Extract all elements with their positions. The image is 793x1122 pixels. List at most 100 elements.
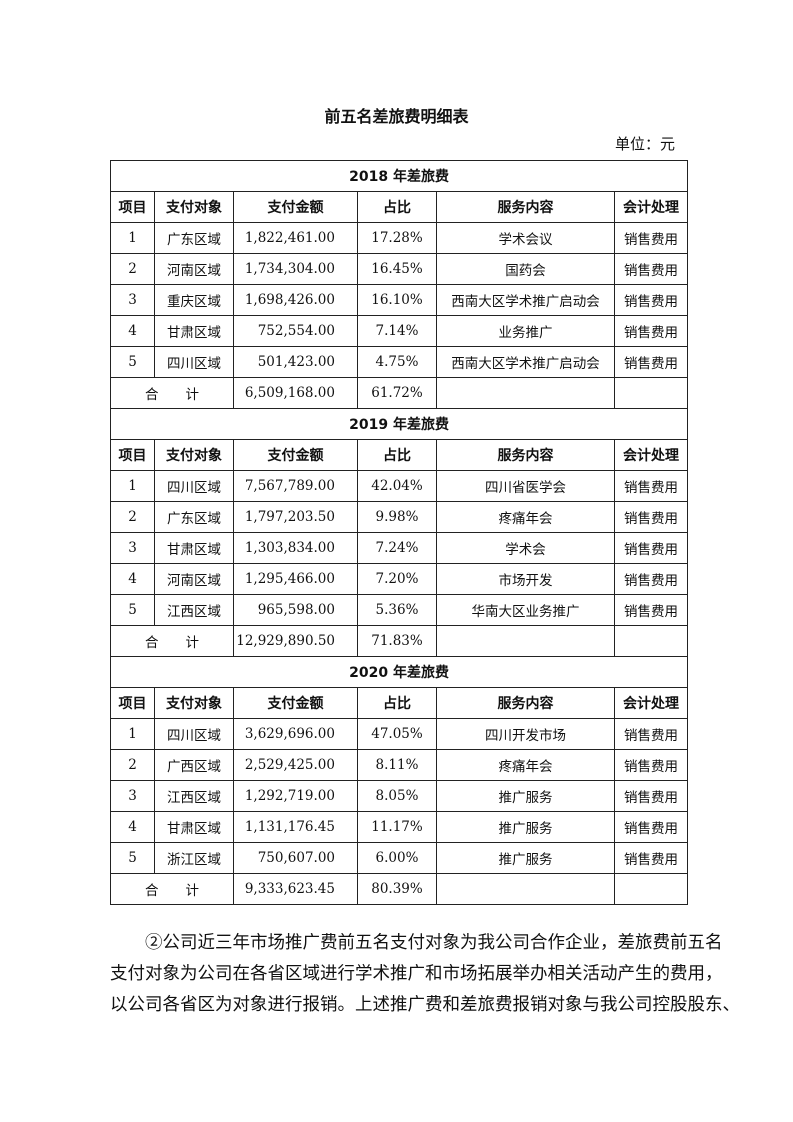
column-header-ratio: 占比 (357, 439, 437, 471)
section-title-row: 2019 年差旅费 (109, 408, 689, 440)
column-header-service: 服务内容 (436, 191, 615, 223)
amount-cell: 1,131,176.45 (233, 811, 358, 843)
table-row: 1 四川区域 3,629,696.00 47.05% 四川开发市场 销售费用 (110, 718, 689, 750)
accounting-cell: 销售费用 (613, 532, 689, 564)
total-row: 合 计 9,333,623.45 80.39% (110, 873, 689, 905)
item-no-cell: 1 (110, 470, 155, 502)
payee-cell: 浙江区域 (154, 842, 234, 874)
ratio-cell: 42.04% (357, 470, 437, 502)
accounting-cell: 销售费用 (613, 780, 689, 812)
section-title-row: 2020 年差旅费 (109, 656, 689, 688)
accounting-cell: 销售费用 (613, 594, 689, 626)
ratio-cell: 8.11% (357, 749, 437, 781)
item-no-cell: 3 (110, 284, 155, 316)
table-row: 3 甘肃区域 1,303,834.00 7.24% 学术会 销售费用 (110, 532, 689, 564)
amount-cell: 2,529,425.00 (233, 749, 358, 781)
page-title: 前五名差旅费明细表 (324, 107, 469, 126)
column-header-ratio: 占比 (357, 191, 437, 223)
section-title: 2018 年差旅费 (109, 160, 689, 192)
accounting-cell: 销售费用 (613, 253, 689, 285)
table-row: 5 浙江区域 750,607.00 6.00% 推广服务 销售费用 (110, 842, 689, 874)
ratio-cell: 47.05% (357, 718, 437, 750)
table-row: 1 四川区域 7,567,789.00 42.04% 四川省医学会 销售费用 (110, 470, 689, 502)
accounting-cell: 销售费用 (613, 315, 689, 347)
service-cell: 市场开发 (436, 563, 615, 595)
total-ratio: 80.39% (357, 873, 437, 905)
payee-cell: 甘肃区域 (154, 532, 234, 564)
payee-cell: 江西区域 (154, 780, 234, 812)
accounting-cell: 销售费用 (613, 470, 689, 502)
column-header-item-no: 项目 (110, 191, 155, 223)
table-row: 4 河南区域 1,295,466.00 7.20% 市场开发 销售费用 (110, 563, 689, 595)
accounting-cell: 销售费用 (613, 222, 689, 254)
ratio-cell: 7.24% (357, 532, 437, 564)
ratio-cell: 7.14% (357, 315, 437, 347)
column-header-service: 服务内容 (436, 687, 615, 719)
column-header-payee: 支付对象 (154, 191, 234, 223)
amount-cell: 1,292,719.00 (233, 780, 358, 812)
accounting-cell: 销售费用 (613, 749, 689, 781)
service-cell: 业务推广 (436, 315, 615, 347)
table-row: 1 广东区域 1,822,461.00 17.28% 学术会议 销售费用 (110, 222, 689, 254)
item-no-cell: 3 (110, 780, 155, 812)
ratio-cell: 16.10% (357, 284, 437, 316)
service-cell: 疼痛年会 (436, 749, 615, 781)
accounting-cell: 销售费用 (613, 563, 689, 595)
amount-cell: 1,734,304.00 (233, 253, 358, 285)
payee-cell: 甘肃区域 (154, 315, 234, 347)
column-header-accounting: 会计处理 (613, 191, 689, 223)
item-no-cell: 2 (110, 749, 155, 781)
header-row: 项目 支付对象 支付金额 占比 服务内容 会计处理 (110, 439, 689, 471)
service-cell: 四川省医学会 (436, 470, 615, 502)
service-cell: 西南大区学术推广启动会 (436, 284, 615, 316)
table-row: 2 广东区域 1,797,203.50 9.98% 疼痛年会 销售费用 (110, 501, 689, 533)
table-row: 3 江西区域 1,292,719.00 8.05% 推广服务 销售费用 (110, 780, 689, 812)
total-row: 合 计 6,509,168.00 61.72% (110, 377, 689, 409)
total-label: 合 计 (110, 625, 234, 657)
total-ratio: 71.83% (357, 625, 437, 657)
ratio-cell: 6.00% (357, 842, 437, 874)
item-no-cell: 5 (110, 346, 155, 378)
table-row: 2 河南区域 1,734,304.00 16.45% 国药会 销售费用 (110, 253, 689, 285)
item-no-cell: 5 (110, 594, 155, 626)
ratio-cell: 11.17% (357, 811, 437, 843)
item-no-cell: 5 (110, 842, 155, 874)
service-cell: 推广服务 (436, 842, 615, 874)
item-no-cell: 1 (110, 718, 155, 750)
payee-cell: 广东区域 (154, 501, 234, 533)
column-header-item-no: 项目 (110, 687, 155, 719)
payee-cell: 四川区域 (154, 718, 234, 750)
payee-cell: 江西区域 (154, 594, 234, 626)
total-amount: 12,929,890.50 (233, 625, 358, 657)
table-row: 5 江西区域 965,598.00 5.36% 华南大区业务推广 销售费用 (110, 594, 689, 626)
column-header-service: 服务内容 (436, 439, 615, 471)
amount-cell: 1,698,426.00 (233, 284, 358, 316)
table-row: 3 重庆区域 1,698,426.00 16.10% 西南大区学术推广启动会 销售费用 (110, 284, 689, 316)
item-no-cell: 4 (110, 811, 155, 843)
total-label: 合 计 (110, 873, 234, 905)
header-row: 项目 支付对象 支付金额 占比 服务内容 会计处理 (110, 687, 689, 719)
ratio-cell: 16.45% (357, 253, 437, 285)
service-cell: 推广服务 (436, 780, 615, 812)
accounting-cell: 销售费用 (613, 842, 689, 874)
empty-cell (436, 873, 615, 905)
payee-cell: 广西区域 (154, 749, 234, 781)
service-cell: 疼痛年会 (436, 501, 615, 533)
amount-cell: 1,797,203.50 (233, 501, 358, 533)
payee-cell: 四川区域 (154, 346, 234, 378)
ratio-cell: 17.28% (357, 222, 437, 254)
column-header-accounting: 会计处理 (613, 687, 689, 719)
body-paragraph: ②公司近三年市场推广费前五名支付对象为我公司合作企业，差旅费前五名 支付对象为公… (110, 928, 740, 1021)
total-row: 合 计 12,929,890.50 71.83% (110, 625, 689, 657)
payee-cell: 四川区域 (154, 470, 234, 502)
paragraph-line: 支付对象为公司在各省区域进行学术推广和市场拓展举办相关活动产生的费用， (110, 964, 723, 984)
ratio-cell: 7.20% (357, 563, 437, 595)
total-amount: 6,509,168.00 (233, 377, 358, 409)
payee-cell: 甘肃区域 (154, 811, 234, 843)
amount-cell: 7,567,789.00 (233, 470, 358, 502)
service-cell: 西南大区学术推广启动会 (436, 346, 615, 378)
total-label: 合 计 (110, 377, 234, 409)
table-row: 2 广西区域 2,529,425.00 8.11% 疼痛年会 销售费用 (110, 749, 689, 781)
accounting-cell: 销售费用 (613, 718, 689, 750)
amount-cell: 3,629,696.00 (233, 718, 358, 750)
